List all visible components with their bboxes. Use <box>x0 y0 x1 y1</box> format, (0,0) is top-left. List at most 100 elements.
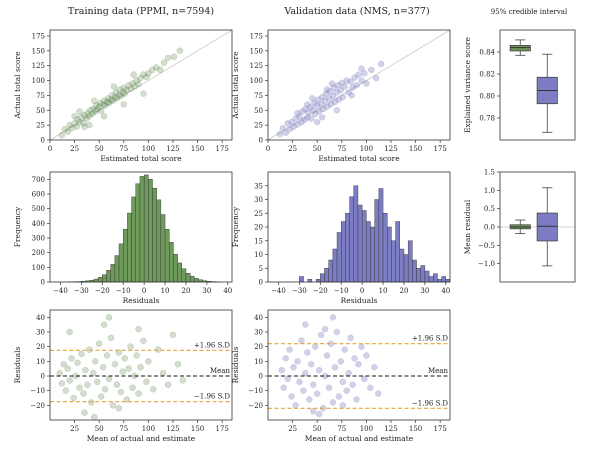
data-point <box>111 361 119 368</box>
data-point <box>339 378 346 386</box>
data-point <box>373 74 380 82</box>
data-point <box>294 110 301 117</box>
data-point <box>68 355 75 362</box>
points-layer <box>50 30 232 140</box>
y-tick-label: 175 <box>250 32 263 40</box>
train-hist-panel: −40 −30 −20 −10 0 10 20 30 400100200300400500600… <box>13 171 233 305</box>
y-tick-label: 100 <box>250 77 263 85</box>
data-point <box>123 86 130 94</box>
histogram-bar <box>160 214 166 283</box>
data-point <box>302 105 309 113</box>
data-point <box>86 346 93 353</box>
data-point <box>101 386 109 393</box>
histogram-bar <box>164 228 170 283</box>
histogram-bar <box>185 273 191 283</box>
y-tick-label: 20 <box>254 224 263 232</box>
data-point <box>358 65 365 72</box>
y-tick-label: 0 <box>41 137 45 145</box>
data-point <box>179 377 187 384</box>
x-tick-label: 75 <box>119 425 128 433</box>
data-point <box>329 92 337 100</box>
data-point <box>288 393 295 400</box>
data-point <box>292 402 299 409</box>
y-tick-label: 75 <box>254 92 263 100</box>
data-point <box>87 107 94 114</box>
data-point <box>100 97 108 104</box>
data-point <box>88 399 95 406</box>
data-point <box>143 378 150 386</box>
histogram-bar <box>152 187 157 283</box>
data-point <box>367 384 374 391</box>
plot-frame <box>49 309 233 421</box>
data-point <box>96 99 104 107</box>
y-tick-label: 30 <box>254 329 263 337</box>
histogram-bar <box>139 176 145 283</box>
data-point <box>115 405 123 412</box>
data-point <box>313 118 321 126</box>
histogram-bar <box>341 221 346 283</box>
data-point <box>121 355 128 362</box>
data-point <box>315 108 323 115</box>
data-point <box>105 314 113 321</box>
y-tick-label: 10 <box>254 358 263 366</box>
data-point <box>107 96 115 103</box>
data-point <box>61 126 68 133</box>
hline-label: Mean <box>210 367 230 375</box>
y-tick-label: 10 <box>254 251 263 259</box>
data-point <box>174 361 182 368</box>
data-point <box>70 394 77 402</box>
x-tick-label: 25 <box>70 145 79 153</box>
mean-residual-panel: −1.0 −0.5 0.0 0.5 1.0 1.5 Mean residual <box>463 169 576 283</box>
data-point <box>135 325 142 333</box>
x-tick-label: 175 <box>215 425 228 433</box>
data-point <box>329 314 337 321</box>
data-point <box>156 66 164 74</box>
data-point <box>64 365 71 372</box>
data-point <box>363 80 370 87</box>
x-tick-label: −40 <box>53 287 68 295</box>
x-tick-label: 150 <box>409 145 422 153</box>
data-point <box>317 331 325 339</box>
data-point <box>300 387 307 394</box>
data-point <box>150 386 157 393</box>
data-point <box>164 381 172 388</box>
y-tick-label: 25 <box>36 122 45 130</box>
y-tick-label: −20 <box>30 402 45 410</box>
data-point <box>325 384 333 391</box>
x-tick-label: 40 <box>223 287 232 295</box>
data-point <box>97 393 105 400</box>
data-point <box>140 90 147 97</box>
data-point <box>90 105 97 113</box>
data-point <box>307 104 314 111</box>
data-point <box>335 96 343 103</box>
data-point <box>71 120 78 127</box>
x-axis-label: Residuals <box>123 296 160 305</box>
data-point <box>325 95 333 102</box>
data-point <box>94 105 101 113</box>
y-tick-label: 200 <box>32 249 45 257</box>
data-point <box>282 129 289 137</box>
y-tick-label: 20 <box>254 343 263 351</box>
histogram-bar <box>428 276 434 283</box>
y-tick-label: 0.82 <box>479 71 495 79</box>
data-point <box>76 108 83 115</box>
data-point <box>338 79 345 87</box>
data-point <box>358 343 365 350</box>
points-layer <box>268 314 450 418</box>
data-point <box>82 366 89 374</box>
x-tick-label: 75 <box>119 145 128 153</box>
histogram-bar <box>345 213 350 283</box>
histogram-bar <box>357 204 363 283</box>
histogram-bar <box>169 242 174 283</box>
data-point <box>286 346 293 353</box>
histogram-bar <box>353 185 359 283</box>
identity-line <box>268 30 450 140</box>
data-point <box>76 118 83 126</box>
data-point <box>80 390 87 397</box>
histogram-bar <box>391 240 396 283</box>
hline-label: −1.96 S.D <box>194 393 230 401</box>
data-point <box>345 369 352 377</box>
data-point <box>101 102 109 109</box>
histogram-bar <box>366 221 371 283</box>
